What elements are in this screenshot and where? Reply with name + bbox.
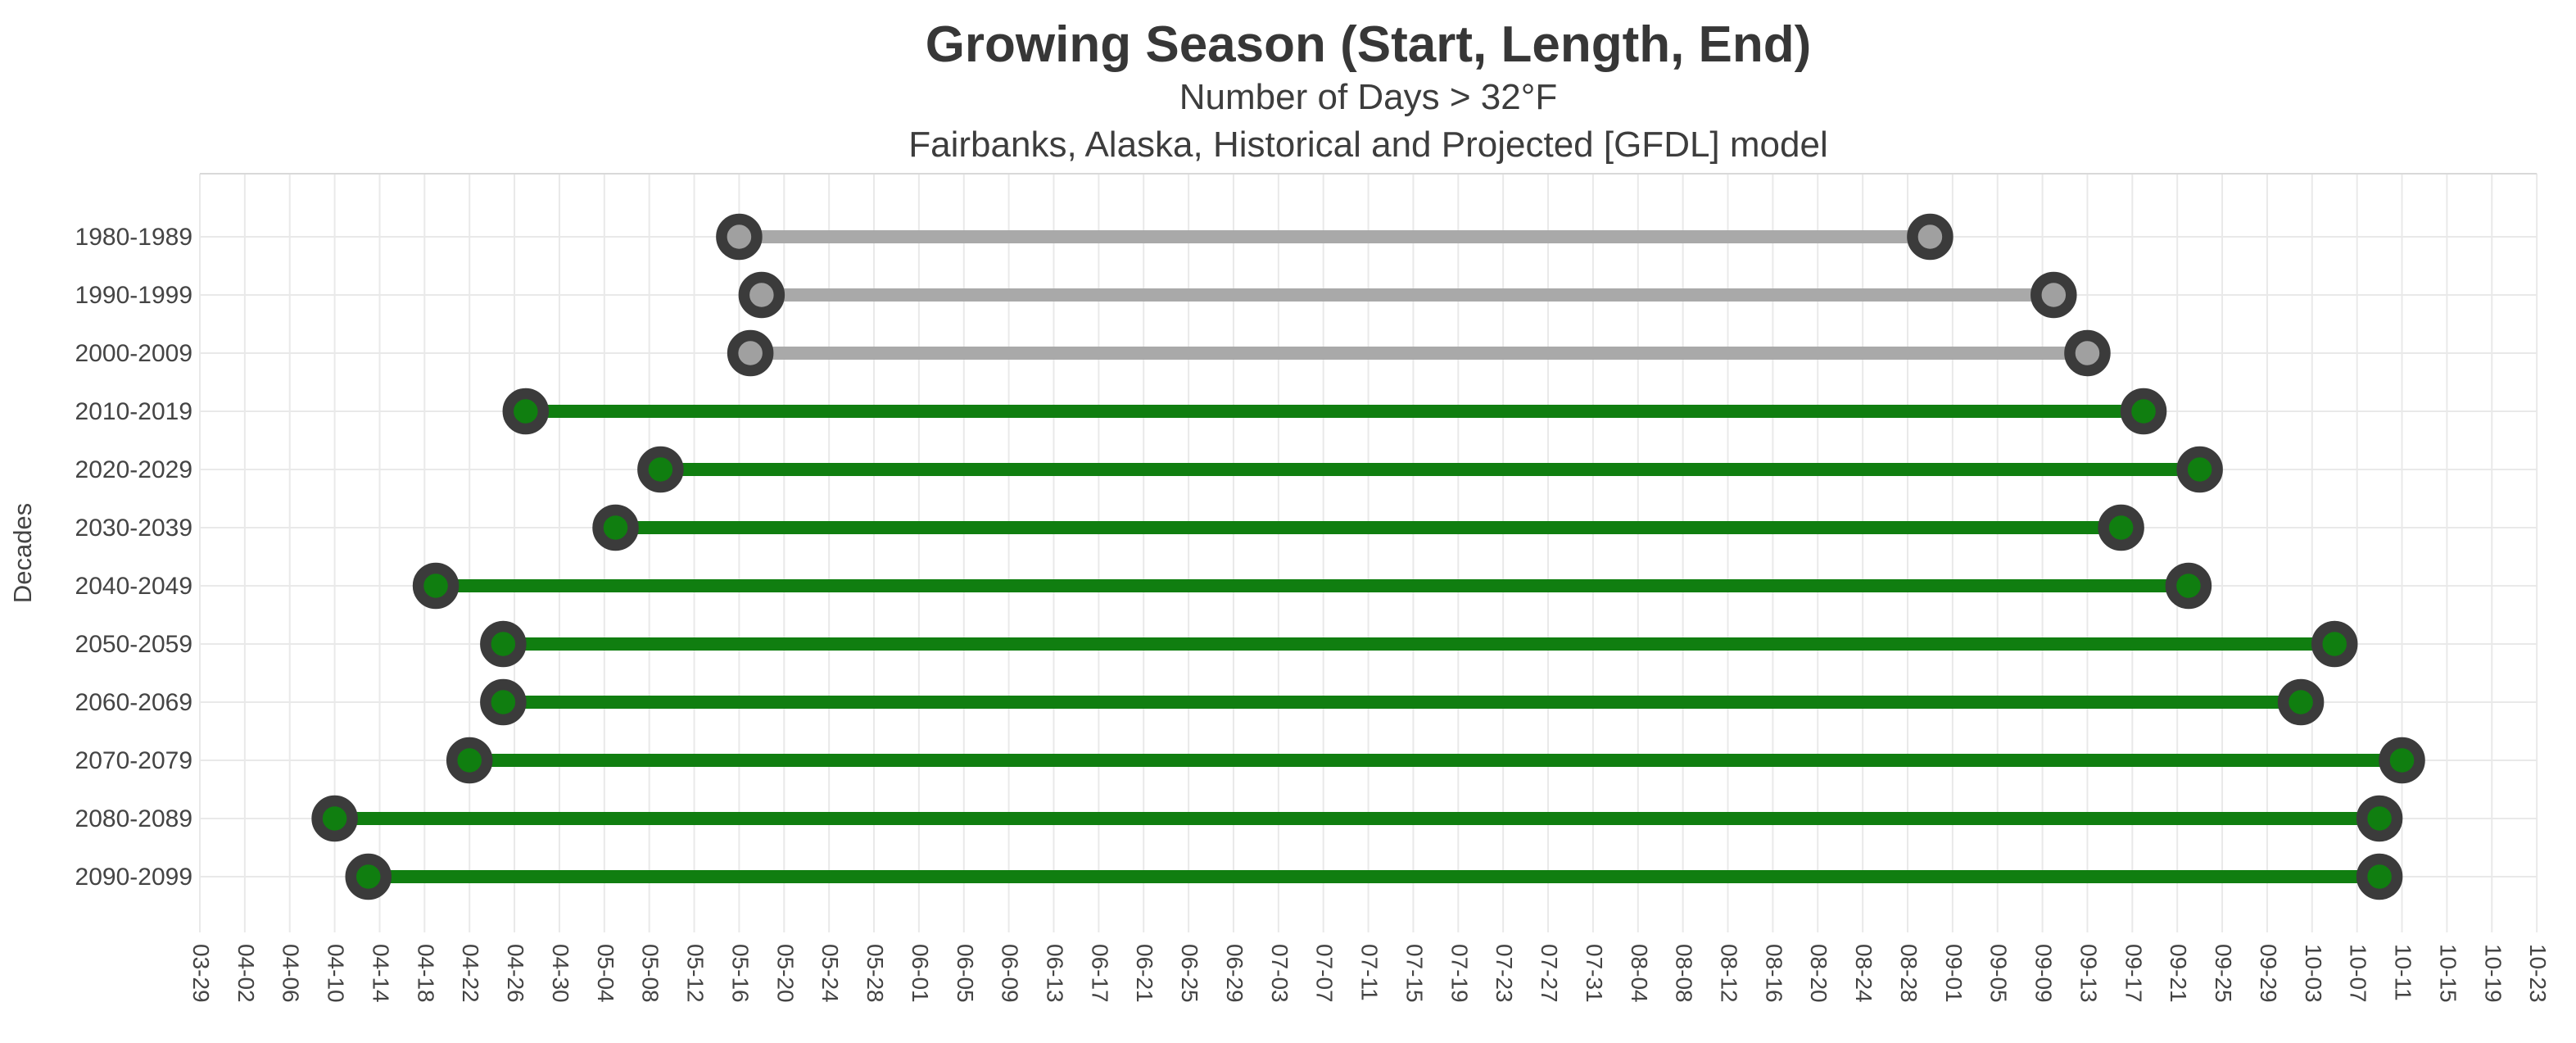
x-tick-label: 06-05 <box>953 944 978 1003</box>
x-tick-label: 06-21 <box>1132 944 1157 1003</box>
x-tick-label: 07-07 <box>1312 944 1338 1003</box>
y-tick-label: 2030-2039 <box>75 515 192 542</box>
x-tick-label: 06-09 <box>998 944 1023 1003</box>
y-tick-label: 2010-2019 <box>75 398 192 425</box>
x-tick-label: 04-02 <box>233 944 259 1003</box>
x-tick-label: 09-01 <box>1941 944 1967 1003</box>
x-tick-label: 04-26 <box>503 944 528 1003</box>
x-tick-label: 10-15 <box>2435 944 2461 1003</box>
season-end-marker-2050-2059 <box>2311 620 2358 668</box>
x-tick-label: 05-28 <box>862 944 888 1003</box>
season-start-marker-2050-2059 <box>480 620 527 668</box>
x-tick-label: 06-13 <box>1042 944 1067 1003</box>
x-tick-label: 07-15 <box>1401 944 1427 1003</box>
x-tick-label: 10-11 <box>2391 944 2416 1001</box>
season-start-marker-2090-2099 <box>345 853 392 900</box>
x-tick-label: 09-09 <box>2031 944 2057 1003</box>
x-tick-label: 07-03 <box>1267 944 1293 1003</box>
y-tick-label: 2040-2049 <box>75 573 192 600</box>
x-tick-label: 07-19 <box>1446 944 1472 1003</box>
y-tick-label: 2090-2099 <box>75 864 192 891</box>
season-end-marker-2090-2099 <box>2356 853 2403 900</box>
x-tick-label: 06-25 <box>1177 944 1202 1003</box>
x-tick-label: 05-16 <box>727 944 753 1003</box>
x-tick-label: 04-30 <box>548 944 573 1003</box>
y-tick-label: 2000-2009 <box>75 340 192 367</box>
season-start-marker-2010-2019 <box>502 388 550 435</box>
y-tick-label: 2020-2029 <box>75 456 192 483</box>
x-tick-label: 07-11 <box>1357 944 1383 1001</box>
season-end-marker-2040-2049 <box>2165 562 2212 610</box>
season-start-marker-2040-2049 <box>412 562 460 610</box>
season-start-marker-2000-2009 <box>727 329 774 377</box>
season-start-marker-2070-2079 <box>446 737 493 784</box>
x-tick-label: 09-25 <box>2211 944 2236 1003</box>
season-start-marker-2060-2069 <box>480 678 527 726</box>
season-start-marker-1980-1989 <box>716 213 763 261</box>
x-tick-label: 06-17 <box>1087 944 1112 1003</box>
chart-subtitle: Number of Days > 32°F <box>1179 77 1558 117</box>
season-start-marker-2030-2039 <box>592 504 639 551</box>
x-tick-label: 07-23 <box>1492 944 1517 1003</box>
x-tick-label: 05-12 <box>683 944 709 1003</box>
season-end-marker-2080-2089 <box>2356 795 2403 842</box>
season-end-marker-2000-2009 <box>2064 329 2111 377</box>
x-tick-label: 05-24 <box>817 944 843 1003</box>
season-end-marker-2010-2019 <box>2120 388 2167 435</box>
x-tick-label: 06-29 <box>1222 944 1247 1003</box>
y-tick-label: 1980-1989 <box>75 224 192 251</box>
y-axis-title: Decades <box>8 503 37 603</box>
y-tick-label: 2080-2089 <box>75 805 192 832</box>
y-tick-label: 2060-2069 <box>75 689 192 716</box>
x-tick-label: 10-07 <box>2346 944 2371 1003</box>
x-tick-label: 09-29 <box>2256 944 2281 1003</box>
x-tick-label: 04-18 <box>413 944 438 1003</box>
chart-title: Growing Season (Start, Length, End) <box>925 16 1812 73</box>
season-end-marker-2030-2039 <box>2098 504 2144 551</box>
x-tick-label: 10-03 <box>2301 944 2326 1003</box>
x-tick-label: 06-01 <box>908 944 933 1003</box>
x-tick-label: 09-05 <box>1986 944 2012 1003</box>
x-tick-label: 10-19 <box>2480 944 2506 1003</box>
x-tick-label: 05-08 <box>638 944 663 1003</box>
x-tick-label: 08-24 <box>1851 944 1877 1003</box>
x-tick-label: 08-12 <box>1717 944 1742 1003</box>
x-tick-label: 08-04 <box>1627 944 1652 1003</box>
x-tick-label: 07-27 <box>1537 944 1562 1003</box>
x-tick-label: 08-28 <box>1896 944 1922 1003</box>
x-tick-label: 09-17 <box>2121 944 2146 1003</box>
x-tick-label: 04-06 <box>278 944 304 1003</box>
season-end-marker-1980-1989 <box>1907 213 1954 261</box>
x-tick-label: 04-22 <box>458 944 483 1003</box>
x-tick-label: 08-08 <box>1672 944 1697 1003</box>
x-tick-label: 07-31 <box>1582 944 1607 1003</box>
x-tick-label: 10-23 <box>2525 944 2551 1003</box>
season-end-marker-2070-2079 <box>2379 737 2425 784</box>
season-start-marker-2080-2089 <box>311 795 358 842</box>
x-tick-label: 05-04 <box>593 944 618 1003</box>
y-tick-label: 2050-2059 <box>75 631 192 658</box>
season-start-marker-2020-2029 <box>637 446 684 493</box>
x-tick-label: 08-16 <box>1761 944 1786 1003</box>
season-end-marker-2020-2029 <box>2176 446 2223 493</box>
x-tick-label: 09-21 <box>2166 944 2191 1003</box>
x-tick-label: 09-13 <box>2076 944 2101 1003</box>
season-end-marker-2060-2069 <box>2277 678 2325 726</box>
x-tick-label: 04-10 <box>324 944 349 1003</box>
x-tick-label: 08-20 <box>1806 944 1831 1003</box>
chart-subtitle-location: Fairbanks, Alaska, Historical and Projec… <box>908 125 1828 165</box>
x-tick-label: 05-20 <box>772 944 798 1003</box>
season-start-marker-1990-1999 <box>738 271 785 319</box>
y-tick-label: 1990-1999 <box>75 282 192 309</box>
x-tick-label: 03-29 <box>188 944 214 1003</box>
season-end-marker-1990-1999 <box>2030 271 2077 319</box>
x-tick-label: 04-14 <box>368 944 393 1003</box>
y-tick-label: 2070-2079 <box>75 747 192 774</box>
